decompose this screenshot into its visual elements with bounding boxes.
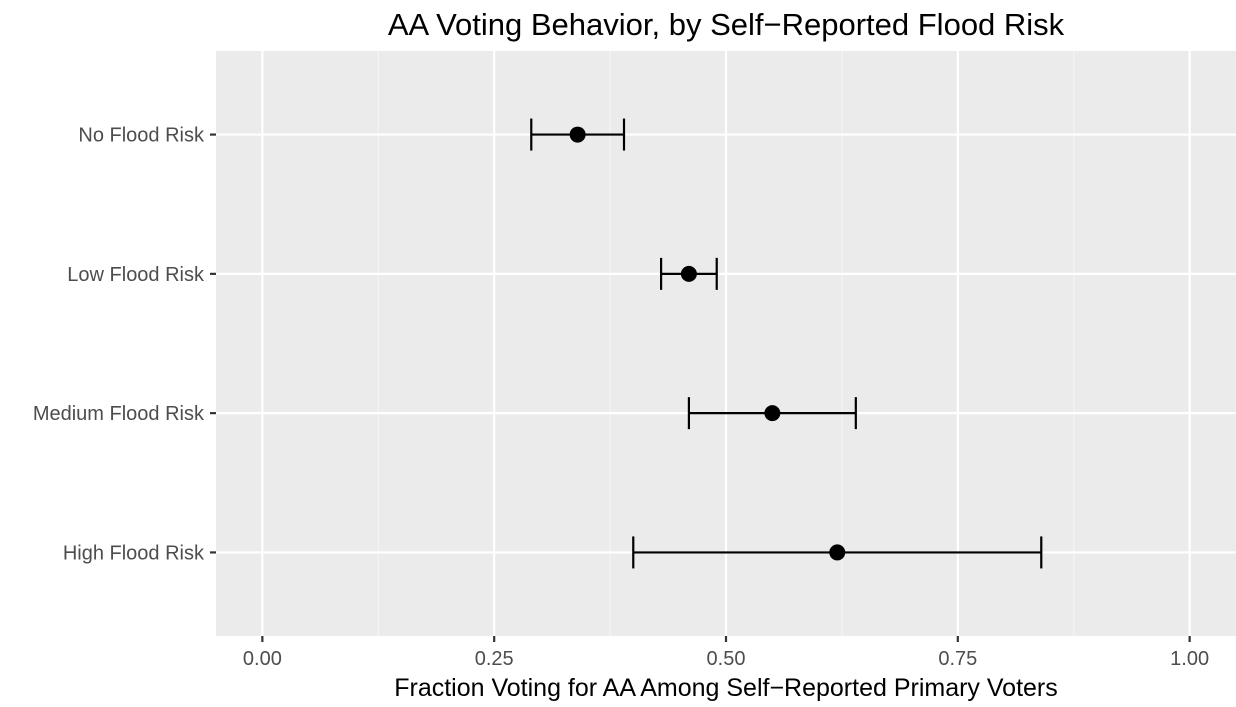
chart-title: AA Voting Behavior, by Self−Reported Flo… xyxy=(388,7,1065,42)
estimate-point xyxy=(829,544,846,561)
estimate-point xyxy=(680,265,697,282)
grid-lines xyxy=(216,51,1236,636)
error-bar-group xyxy=(659,257,718,290)
x-tick-label: 0.25 xyxy=(475,648,514,670)
y-tick-label: No Flood Risk xyxy=(78,125,205,147)
x-axis-title: Fraction Voting for AA Among Self−Report… xyxy=(394,674,1058,702)
y-axis: No Flood Risk Low Flood Risk Medium Flood … xyxy=(33,125,216,564)
error-bar-group xyxy=(530,118,626,151)
x-tick-label: 0.75 xyxy=(938,648,977,670)
x-tick-label: 0.50 xyxy=(707,648,746,670)
y-tick-label: Low Flood Risk xyxy=(67,264,205,286)
y-tick-label: High Flood Risk xyxy=(63,542,205,564)
x-tick-label: 0.00 xyxy=(243,648,282,670)
error-bar-group xyxy=(632,536,1043,569)
x-tick-label: 1.00 xyxy=(1170,648,1209,670)
error-bars xyxy=(530,118,1043,569)
y-tick-label: Medium Flood Risk xyxy=(33,403,205,425)
x-axis: 0.00 0.25 0.50 0.75 1.00 xyxy=(243,636,1209,670)
error-bar-group xyxy=(687,397,857,430)
estimate-point xyxy=(764,405,781,422)
estimate-point xyxy=(569,126,586,143)
